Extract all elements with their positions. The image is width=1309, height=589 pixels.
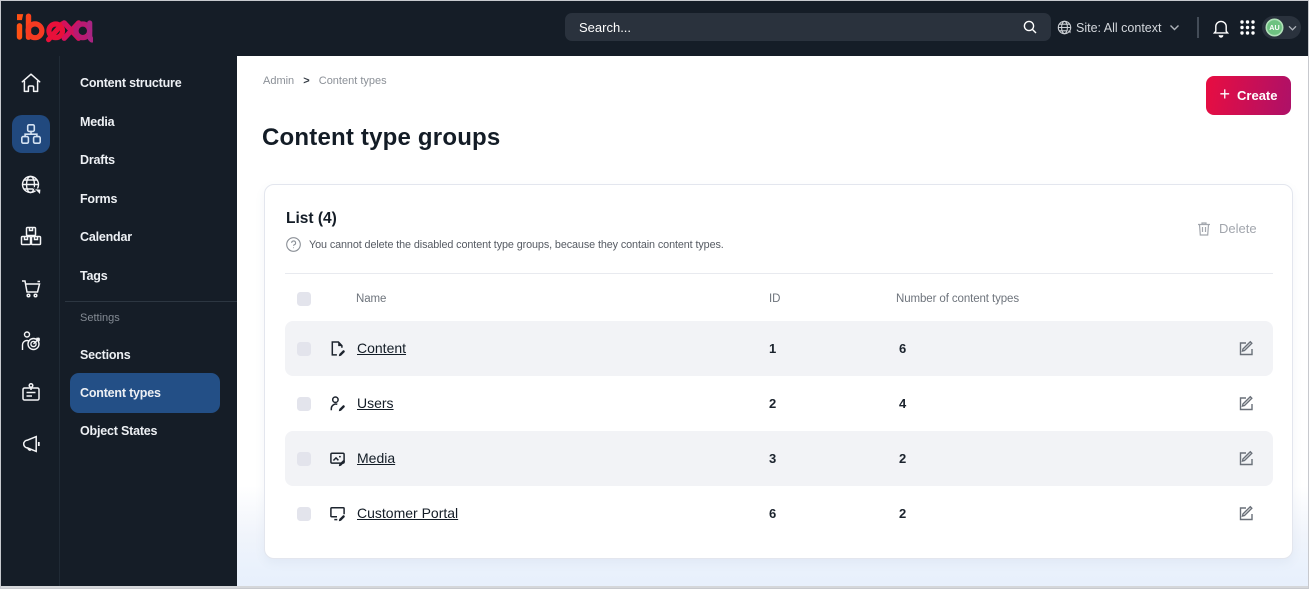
svg-text:AU: AU bbox=[1269, 23, 1279, 32]
